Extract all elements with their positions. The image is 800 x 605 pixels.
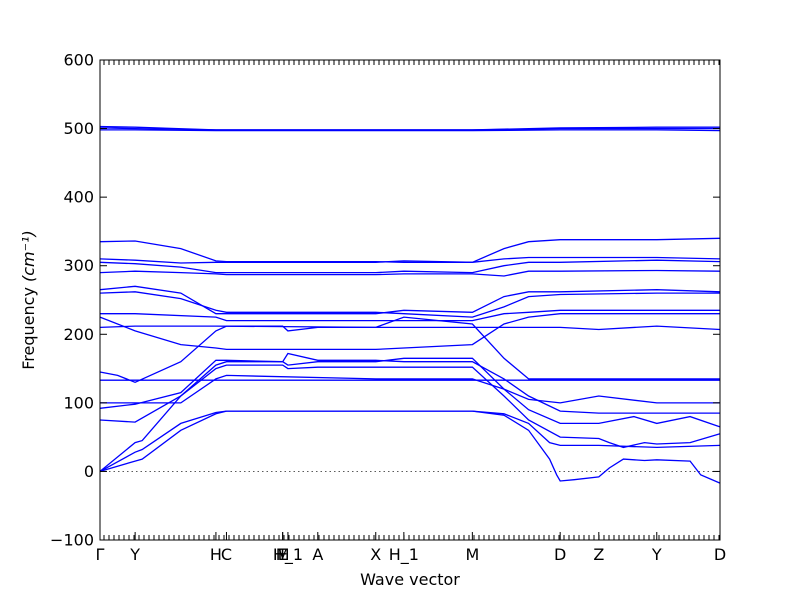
y-axis-label-unit: (cm⁻¹) (19, 230, 38, 282)
band-12 (99, 291, 720, 318)
x-tick-label: X (370, 545, 381, 564)
band-14 (99, 269, 721, 277)
band-5 (99, 352, 720, 414)
x-tick-label: D (554, 545, 566, 564)
band-10 (99, 313, 720, 351)
x-tick-label: D (714, 545, 726, 564)
band-20 (99, 125, 720, 131)
x-tick-label: M (465, 545, 479, 564)
x-tick-label: H_1 (389, 545, 419, 565)
x-tick-label: Γ (96, 545, 105, 564)
x-tick-label: Z (593, 545, 604, 564)
y-tick-label: 500 (63, 119, 94, 138)
tick-marks (99, 59, 721, 541)
band-18 (100, 129, 721, 132)
y-tick-label: 600 (63, 51, 94, 70)
band-2 (99, 410, 721, 473)
y-tick-label: 200 (63, 325, 94, 344)
x-tick-label: H_1 (273, 545, 303, 565)
y-tick-label: 100 (63, 393, 94, 412)
y-axis-label: Frequency (cm⁻¹) (19, 230, 38, 369)
x-tick-label: E (278, 545, 288, 564)
y-tick-label: −100 (50, 531, 94, 550)
x-tick-label: Y (129, 545, 140, 564)
x-tick-label: A (312, 545, 323, 564)
band-3 (99, 364, 721, 472)
band-15 (99, 259, 721, 274)
band-6 (100, 374, 720, 404)
y-tick-label: 0 (84, 462, 94, 481)
y-axis-label-text: Frequency (19, 287, 38, 370)
band-1 (99, 410, 721, 484)
x-tick-label: Y (651, 545, 662, 564)
x-tick-label: H (210, 545, 222, 564)
band-4 (99, 357, 721, 428)
x-tick-label: M (276, 545, 290, 564)
band-8 (99, 316, 720, 384)
x-axis-label: Wave vector (360, 570, 460, 589)
band-11 (100, 309, 720, 322)
x-tick-label: C (221, 545, 232, 564)
band-17 (99, 237, 721, 263)
band-13 (99, 285, 721, 315)
band-9 (99, 325, 721, 331)
plot-frame (99, 59, 721, 541)
plot-area (99, 125, 721, 484)
y-tick-label: 400 (63, 188, 94, 207)
y-tick-label: 300 (63, 256, 94, 275)
